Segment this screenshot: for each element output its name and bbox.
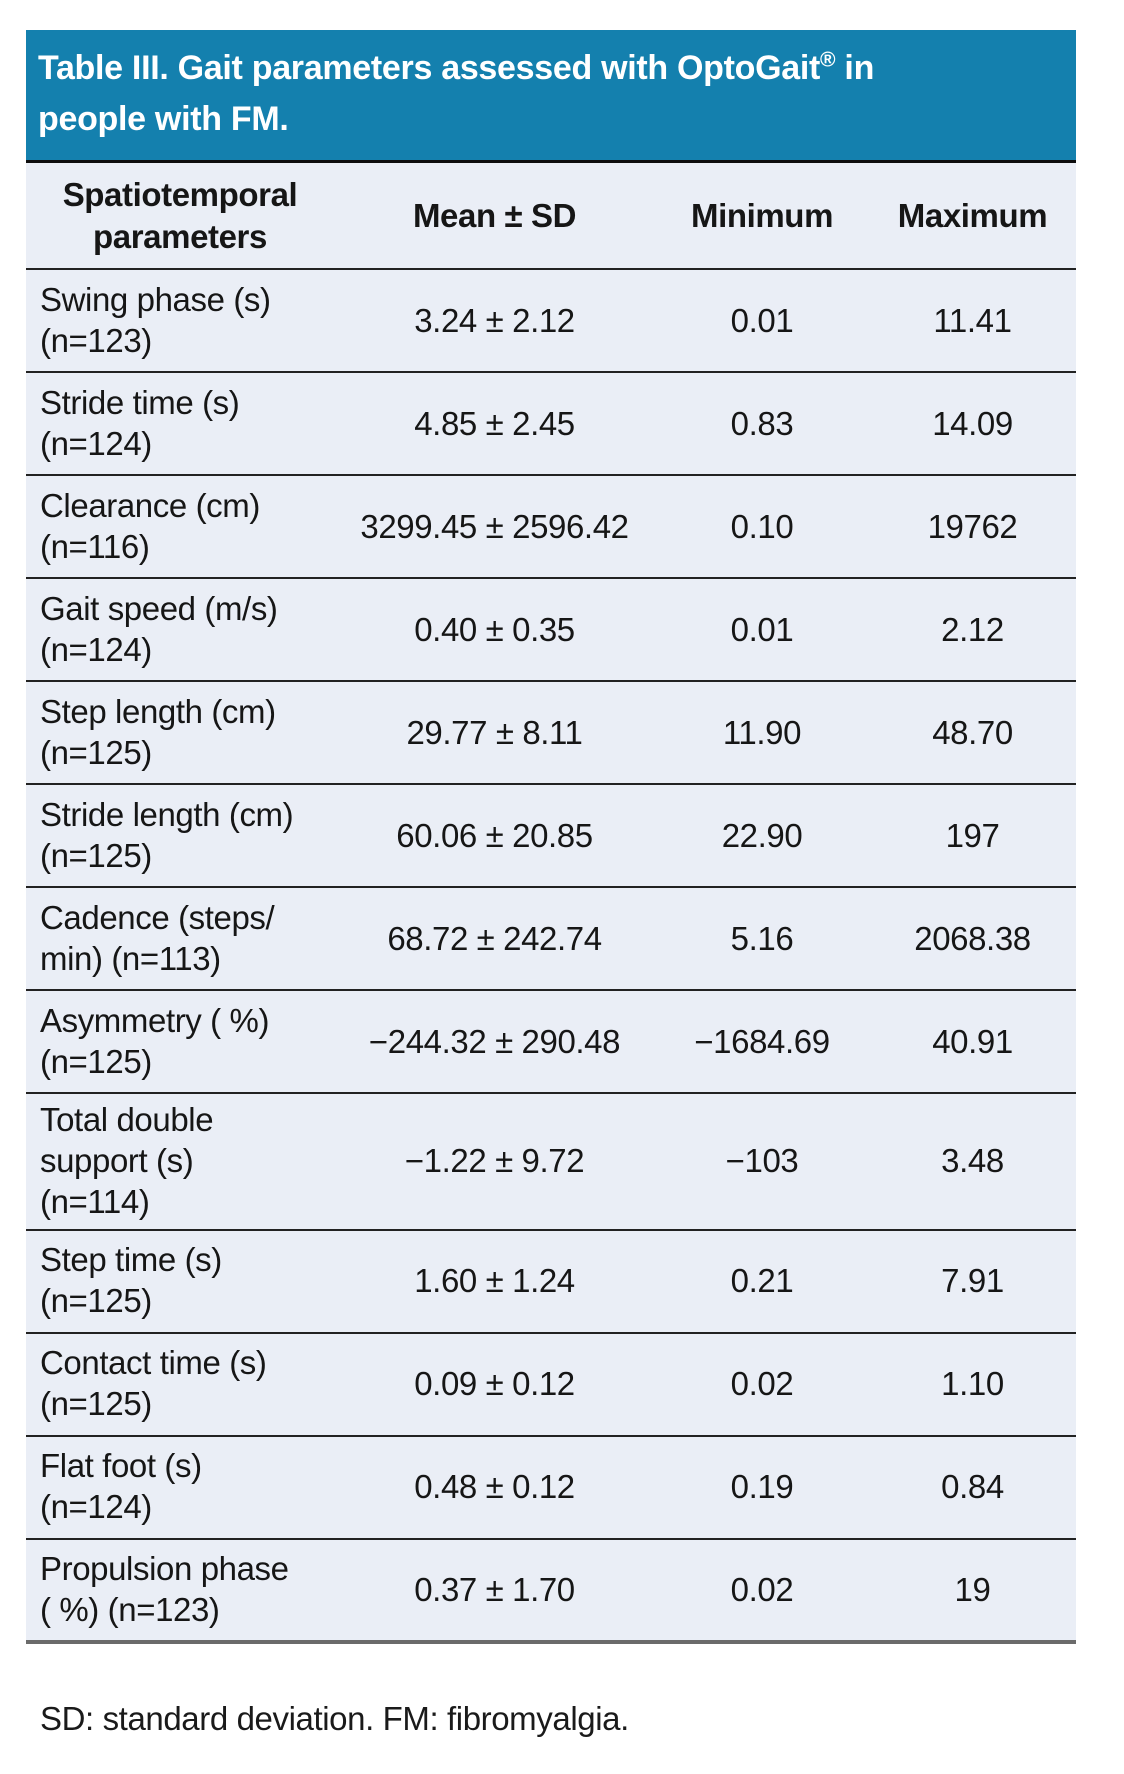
table-footnote: SD: standard deviation. FM: fibromyalgia… [40, 1700, 629, 1737]
mean-sd-cell: 1.60 ± 1.24 [414, 1262, 575, 1300]
parameter-cell: Stride length (cm) (n=125) [40, 795, 294, 874]
table-row: Cadence (steps/ min) (n=113) 68.72 ± 242… [26, 887, 1076, 990]
mean-sd-cell: 29.77 ± 8.11 [406, 713, 583, 751]
mean-sd-cell: 60.06 ± 20.85 [396, 816, 593, 854]
minimum-cell: 0.10 [730, 507, 794, 545]
table-title: Table III. Gait parameters assessed with… [38, 49, 874, 138]
column-header-mean-sd: Mean ± SD [412, 196, 577, 234]
mean-sd-cell: −1.22 ± 9.72 [404, 1142, 585, 1180]
parameter-cell: Gait speed (m/s) (n=124) [40, 589, 278, 668]
mean-sd-cell: 3299.45 ± 2596.42 [360, 507, 629, 545]
maximum-cell: 19 [954, 1570, 991, 1608]
minimum-cell: 0.01 [730, 610, 794, 648]
header-row: Spatiotemporal parameters Mean ± SD Mini… [26, 163, 1076, 269]
maximum-cell: 2068.38 [914, 919, 1031, 957]
gait-parameters-table-figure: Table III. Gait parameters assessed with… [26, 30, 1076, 1644]
mean-sd-cell: 3.24 ± 2.12 [414, 301, 575, 339]
table-row: Contact time (s) (n=125) 0.09 ± 0.12 0.0… [26, 1332, 1076, 1436]
mean-sd-cell: 4.85 ± 2.45 [414, 404, 575, 442]
minimum-cell: 0.21 [730, 1262, 794, 1300]
maximum-cell: 197 [945, 816, 1000, 854]
table-title-banner: Table III. Gait parameters assessed with… [26, 30, 1076, 163]
parameter-cell: Swing phase (s) (n=123) [40, 280, 271, 359]
parameter-cell: Stride time (s) (n=124) [40, 383, 240, 462]
table-row: Swing phase (s) (n=123) 3.24 ± 2.12 0.01… [26, 269, 1076, 372]
maximum-cell: 48.70 [932, 713, 1013, 751]
parameter-cell: Propulsion phase ( %) (n=123) [40, 1549, 289, 1628]
parameter-cell: Step time (s) (n=125) [40, 1241, 222, 1320]
table-title-post: in people with FM. [38, 49, 875, 138]
gait-parameters-table: Spatiotemporal parameters Mean ± SD Mini… [26, 163, 1076, 1644]
table-row: Gait speed (m/s) (n=124) 0.40 ± 0.35 0.0… [26, 578, 1076, 681]
maximum-cell: 0.84 [941, 1468, 1004, 1506]
maximum-cell: 7.91 [941, 1262, 1004, 1300]
mean-sd-cell: 0.37 ± 1.70 [414, 1570, 575, 1608]
table-row: Clearance (cm) (n=116) 3299.45 ± 2596.42… [26, 475, 1076, 578]
parameter-cell: Contact time (s) (n=125) [40, 1344, 267, 1423]
minimum-cell: 0.83 [730, 404, 794, 442]
table-row: Stride time (s) (n=124) 4.85 ± 2.45 0.83… [26, 372, 1076, 475]
parameter-cell: Asymmetry ( %) (n=125) [40, 1001, 270, 1080]
parameter-cell: Step length (cm) (n=125) [40, 692, 276, 771]
minimum-cell: 0.19 [730, 1468, 794, 1506]
table-row: Stride length (cm) (n=125) 60.06 ± 20.85… [26, 784, 1076, 887]
mean-sd-cell: 0.40 ± 0.35 [414, 610, 575, 648]
table-row: Total double support (s) (n=114) −1.22 ±… [26, 1093, 1076, 1230]
table-row: Flat foot (s) (n=124) 0.48 ± 0.12 0.19 0… [26, 1435, 1076, 1539]
parameter-cell: Clearance (cm) (n=116) [40, 486, 260, 565]
mean-sd-cell: −244.32 ± 290.48 [368, 1022, 621, 1060]
minimum-cell: 0.02 [730, 1570, 794, 1608]
table-title-pre: Table III. Gait parameters assessed with… [38, 49, 821, 87]
column-header-maximum: Maximum [897, 196, 1048, 234]
minimum-cell: −1684.69 [694, 1022, 830, 1060]
minimum-cell: 0.02 [730, 1365, 794, 1403]
table-row: Step length (cm) (n=125) 29.77 ± 8.11 11… [26, 681, 1076, 784]
table-body: Swing phase (s) (n=123) 3.24 ± 2.12 0.01… [26, 269, 1076, 1642]
maximum-cell: 1.10 [941, 1365, 1004, 1403]
parameter-cell: Cadence (steps/ min) (n=113) [40, 898, 275, 977]
minimum-cell: 11.90 [722, 713, 802, 751]
maximum-cell: 2.12 [941, 610, 1004, 648]
table-header: Spatiotemporal parameters Mean ± SD Mini… [26, 163, 1076, 269]
table-row: Step time (s) (n=125) 1.60 ± 1.24 0.21 7… [26, 1229, 1076, 1333]
mean-sd-cell: 68.72 ± 242.74 [387, 919, 602, 957]
parameter-cell: Total double support (s) (n=114) [40, 1101, 214, 1220]
maximum-cell: 14.09 [932, 404, 1013, 442]
mean-sd-cell: 0.09 ± 0.12 [414, 1365, 575, 1403]
maximum-cell: 19762 [927, 507, 1018, 545]
minimum-cell: 5.16 [730, 919, 794, 957]
table-row: Propulsion phase ( %) (n=123) 0.37 ± 1.7… [26, 1538, 1076, 1642]
minimum-cell: −103 [725, 1142, 799, 1180]
table-row: Asymmetry ( %) (n=125) −244.32 ± 290.48 … [26, 990, 1076, 1093]
column-header-spatiotemporal-parameters: Spatiotemporal parameters [62, 176, 298, 255]
maximum-cell: 3.48 [941, 1142, 1004, 1180]
minimum-cell: 0.01 [730, 301, 794, 339]
mean-sd-cell: 0.48 ± 0.12 [414, 1468, 575, 1506]
registered-trademark-symbol: ® [820, 48, 836, 72]
maximum-cell: 11.41 [933, 301, 1012, 339]
column-header-minimum: Minimum [690, 196, 834, 234]
maximum-cell: 40.91 [932, 1022, 1013, 1060]
parameter-cell: Flat foot (s) (n=124) [40, 1447, 202, 1526]
minimum-cell: 22.90 [721, 816, 803, 854]
